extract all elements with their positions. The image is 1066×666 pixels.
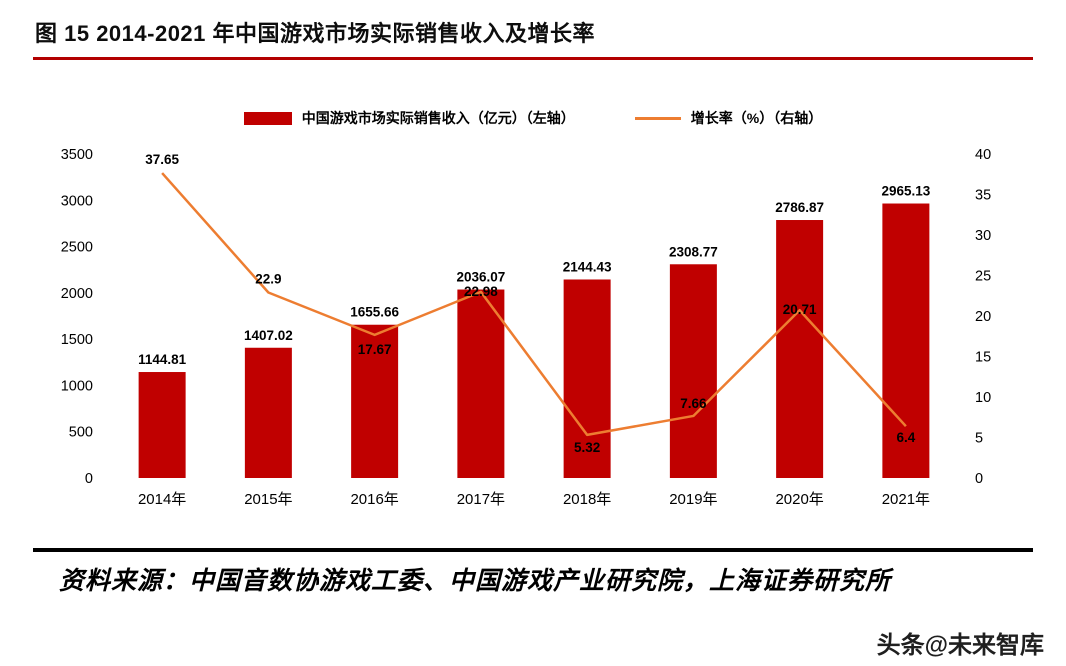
line-value-label: 6.4 <box>896 430 915 445</box>
right-axis-tick: 0 <box>975 471 983 487</box>
bar-value-label: 2036.07 <box>456 270 505 285</box>
left-axis-tick: 2500 <box>61 240 93 256</box>
figure-title: 图 15 2014-2021 年中国游戏市场实际销售收入及增长率 <box>35 21 596 46</box>
bar-legend-label: 中国游戏市场实际销售收入（亿元）（左轴） <box>301 110 575 126</box>
revenue-bar <box>457 289 505 478</box>
x-axis-label: 2016年 <box>350 491 398 508</box>
left-axis-tick: 3000 <box>61 193 93 209</box>
revenue-bar <box>351 324 399 478</box>
bar-value-label: 2965.13 <box>881 184 930 199</box>
line-value-label: 20.71 <box>783 302 817 317</box>
x-axis-label: 2018年 <box>563 491 611 508</box>
left-axis-tick: 2000 <box>61 286 93 302</box>
watermark: 头条@未来智库 <box>876 632 1044 659</box>
line-value-label: 17.67 <box>358 342 392 357</box>
bar-value-label: 1144.81 <box>138 352 187 367</box>
left-axis-tick: 3500 <box>61 147 93 163</box>
revenue-bar <box>138 372 186 478</box>
line-value-label: 37.65 <box>145 152 179 167</box>
bar-value-label: 2308.77 <box>669 244 718 259</box>
right-axis-tick: 15 <box>975 350 991 366</box>
right-axis-tick: 35 <box>975 188 991 204</box>
x-axis-label: 2019年 <box>669 491 717 508</box>
right-axis-tick: 25 <box>975 269 991 285</box>
revenue-bar <box>882 203 930 478</box>
right-axis-tick: 5 <box>975 431 983 447</box>
x-axis-label: 2021年 <box>882 491 930 508</box>
revenue-bar <box>669 264 717 478</box>
line-legend-label: 增长率（%）（右轴） <box>690 110 823 126</box>
left-axis-tick: 1000 <box>61 378 93 394</box>
source-text: 资料来源：中国音数协游戏工委、中国游戏产业研究院，上海证券研究所 <box>59 568 892 595</box>
left-axis-tick: 500 <box>69 425 93 441</box>
line-value-label: 7.66 <box>680 396 707 411</box>
x-axis-label: 2020年 <box>775 491 823 508</box>
line-value-label: 22.98 <box>464 284 498 299</box>
chart-legend: 中国游戏市场实际销售收入（亿元）（左轴） 增长率（%）（右轴） <box>33 108 1033 128</box>
line-legend-swatch <box>634 116 681 120</box>
x-axis-label: 2014年 <box>138 491 186 508</box>
right-axis-tick: 10 <box>975 390 991 406</box>
source-divider <box>33 548 1033 552</box>
revenue-bar <box>563 279 611 478</box>
legend-item-revenue: 中国游戏市场实际销售收入（亿元）（左轴） <box>243 108 575 128</box>
combo-chart: 0 500 1000 1500 2000 2500 3000 3500 0 5 10 15 20 25 30… <box>61 147 991 508</box>
growth-line <box>161 172 907 437</box>
x-axis-label: 2017年 <box>457 491 505 508</box>
right-axis-tick: 40 <box>975 147 991 163</box>
report-page: 图 15 2014-2021 年中国游戏市场实际销售收入及增长率 中国游戏市场实… <box>33 21 1033 595</box>
bar-value-label: 2786.87 <box>775 200 824 215</box>
left-axis-tick: 0 <box>85 471 93 487</box>
revenue-bar <box>776 220 824 478</box>
bar-value-label: 1655.66 <box>350 305 399 320</box>
legend-item-growth: 增长率（%）（右轴） <box>634 108 823 128</box>
right-axis-tick: 20 <box>975 309 991 325</box>
line-value-label: 22.9 <box>255 272 281 287</box>
bar-value-label: 2144.43 <box>563 259 612 274</box>
left-axis-tick: 1500 <box>61 332 93 348</box>
line-value-label: 5.32 <box>574 440 600 455</box>
bar-legend-swatch <box>243 111 292 125</box>
revenue-bar <box>244 347 292 478</box>
bar-value-label: 1407.02 <box>244 328 293 343</box>
x-axis-label: 2015年 <box>244 491 292 508</box>
right-axis-tick: 30 <box>975 228 991 244</box>
title-divider <box>33 57 1033 60</box>
